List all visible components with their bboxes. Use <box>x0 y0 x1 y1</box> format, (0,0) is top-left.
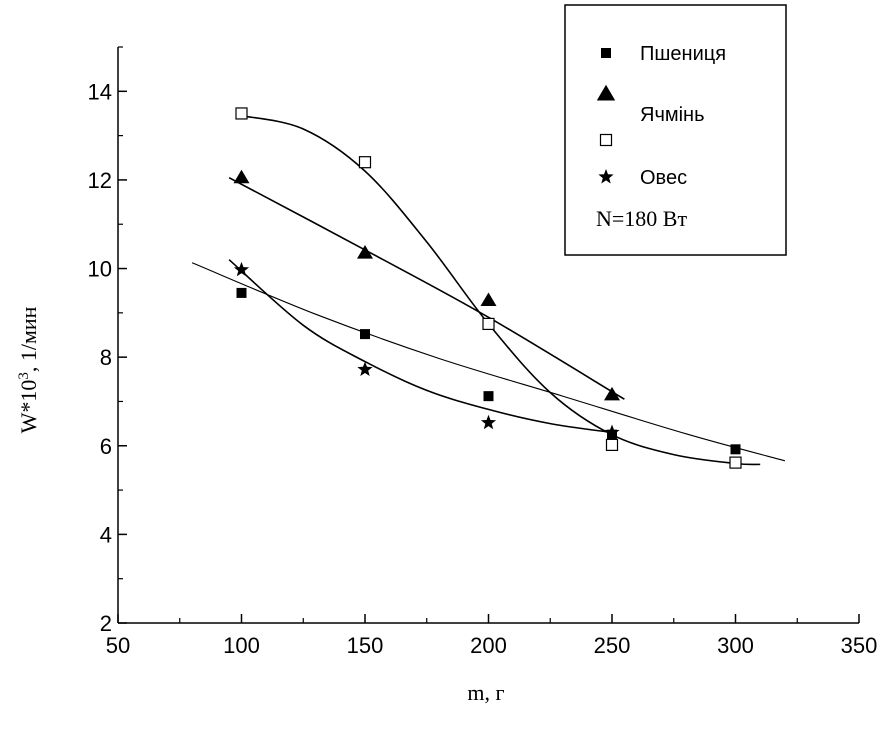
legend-label: Овес <box>640 167 687 189</box>
data-point <box>235 107 248 120</box>
legend-item <box>599 133 613 147</box>
data-point <box>604 424 620 439</box>
y-axis-title: W*103, 1/мин <box>16 306 41 433</box>
legend-item: Ячмінь <box>596 84 705 126</box>
legend-item: Овес <box>598 167 687 189</box>
data-point <box>482 317 495 331</box>
y-tick-label: 8 <box>100 345 112 370</box>
data-point <box>729 456 742 469</box>
data-point <box>605 438 619 451</box>
legend-item: Пшениця <box>601 43 726 65</box>
fit-curve <box>191 262 786 462</box>
y-tick-label: 10 <box>88 257 112 282</box>
data-point <box>360 329 370 340</box>
y-tick-label: 2 <box>100 611 112 636</box>
legend-label: Пшениця <box>640 43 726 65</box>
fit-curve <box>228 176 625 400</box>
legend-label: Ячмінь <box>640 104 705 126</box>
plot-area <box>191 107 786 469</box>
y-tick-label: 12 <box>88 168 112 193</box>
x-tick-label: 350 <box>841 633 878 658</box>
fit-curve <box>241 114 761 466</box>
fit-curve <box>228 259 613 434</box>
data-point <box>358 156 372 169</box>
data-point <box>480 292 497 307</box>
y-tick-label: 14 <box>88 79 112 104</box>
data-point <box>730 444 741 455</box>
legend-marker <box>598 169 614 184</box>
y-axis-title-sup: 3 <box>16 372 32 380</box>
series-2 <box>235 107 761 469</box>
y-axis-title-unit: , 1/мин <box>16 306 41 372</box>
legend-marker <box>596 84 616 101</box>
series-3 <box>228 259 620 439</box>
data-point <box>233 261 250 277</box>
y-tick-label: 6 <box>100 434 112 459</box>
data-point <box>480 414 497 430</box>
x-tick-label: 200 <box>470 633 507 658</box>
axes: 50 100 150 200 250 300 350 2 4 6 8 10 12 14 <box>88 46 878 658</box>
data-point <box>357 361 373 376</box>
data-point <box>236 287 247 298</box>
legend-box <box>564 4 787 256</box>
data-point <box>483 391 494 402</box>
x-tick-label: 250 <box>594 633 631 658</box>
legend: Пшениця Ячмінь Овес N=180 Вт <box>564 4 787 256</box>
y-axis-title-main: W*10 <box>16 380 41 434</box>
series-1 <box>228 169 625 401</box>
x-tick-label: 300 <box>717 633 754 658</box>
x-tick-label: 50 <box>106 633 130 658</box>
legend-marker <box>599 133 613 147</box>
data-point <box>233 169 250 184</box>
y-tick-label: 4 <box>100 522 112 547</box>
x-tick-label: 100 <box>223 633 260 658</box>
data-point <box>604 386 620 401</box>
legend-marker <box>601 48 611 58</box>
x-axis-title: m, г <box>467 680 504 705</box>
data-point <box>357 245 373 259</box>
legend-note: N=180 Вт <box>596 206 687 231</box>
x-tick-label: 150 <box>347 633 384 658</box>
